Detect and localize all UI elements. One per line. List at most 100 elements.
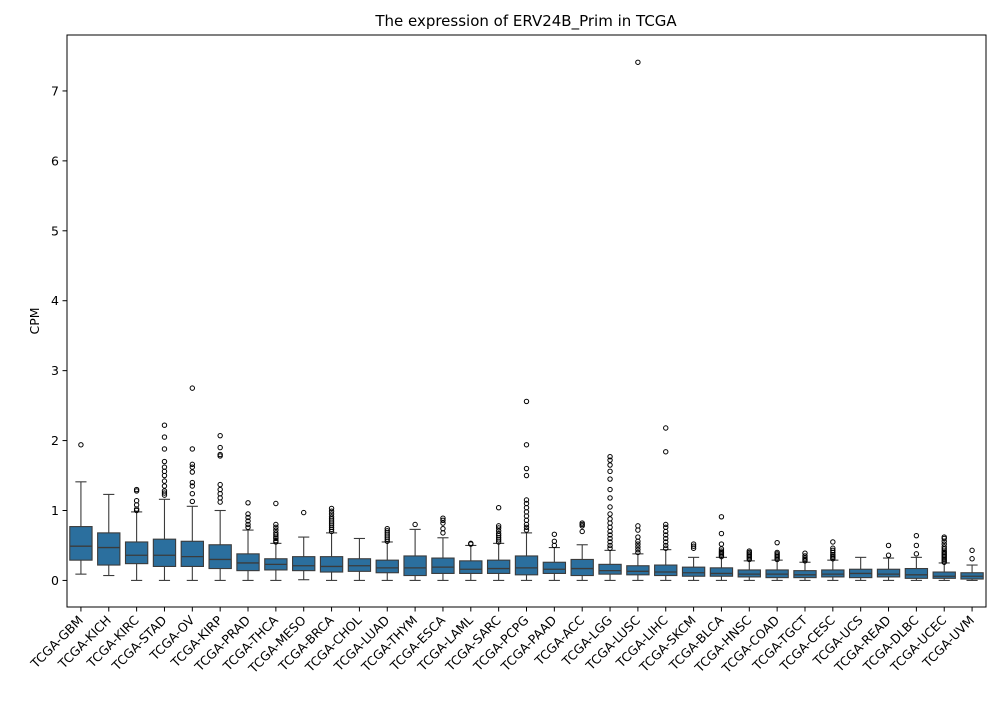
outlier-point — [607, 476, 613, 482]
outlier-point — [328, 514, 335, 520]
outlier-point — [663, 535, 669, 542]
outlier-point — [161, 478, 168, 484]
box-iqr — [403, 555, 427, 577]
box-iqr — [793, 570, 817, 579]
outlier-point — [468, 540, 474, 547]
outlier-point — [774, 549, 780, 556]
axes-frame — [66, 34, 987, 608]
outlier-point — [495, 525, 502, 531]
outlier-point — [161, 464, 168, 470]
outlier-point — [885, 552, 892, 558]
outlier-point — [663, 521, 669, 528]
outlier-point — [495, 530, 502, 537]
outlier-point — [189, 491, 196, 497]
box-iqr — [208, 544, 232, 570]
box-iqr — [347, 558, 372, 572]
outlier-point — [189, 483, 196, 489]
box-iqr — [180, 540, 205, 567]
outlier-point — [690, 543, 697, 549]
outlier-point — [607, 457, 613, 463]
box-iqr — [709, 567, 734, 577]
outlier-point — [607, 453, 613, 460]
y-tick-label: 5 — [51, 223, 59, 238]
outlier-point — [245, 500, 251, 506]
outlier-point — [969, 547, 975, 554]
outlier-point — [189, 461, 196, 468]
outlier-point — [635, 546, 641, 553]
outlier-point — [830, 547, 836, 554]
outlier-point — [523, 442, 530, 448]
outlier-point — [245, 511, 251, 517]
outlier-point — [328, 508, 335, 514]
outlier-point — [607, 545, 613, 551]
outlier-point — [328, 511, 335, 517]
plot-area: 01234567TCGA-GBMTCGA-KICHTCGA-KIRCTCGA-S… — [27, 34, 987, 677]
box-iqr — [626, 565, 650, 576]
outlier-point — [746, 548, 752, 554]
outlier-point — [663, 449, 669, 455]
outlier-point — [523, 472, 530, 479]
outlier-point — [969, 556, 975, 562]
box-iqr — [124, 541, 149, 565]
box-iqr — [375, 559, 399, 574]
box-iqr — [570, 558, 594, 577]
outlier-point — [718, 530, 725, 537]
y-tick-label: 7 — [51, 83, 59, 98]
outlier-point — [245, 514, 251, 521]
outlier-point — [635, 523, 641, 529]
outlier-point — [495, 505, 502, 511]
outlier-point — [635, 59, 641, 65]
outlier-point — [607, 511, 613, 517]
box-iqr — [821, 569, 845, 578]
y-axis-label: CPM — [27, 307, 42, 334]
y-tick-label: 6 — [51, 153, 59, 168]
outlier-point — [245, 524, 251, 530]
box-iqr — [904, 567, 929, 579]
outlier-point — [161, 422, 168, 428]
outlier-point — [690, 541, 697, 547]
outlier-point — [161, 483, 168, 489]
outlier-point — [412, 521, 418, 528]
outlier-point — [523, 398, 530, 405]
box-iqr — [542, 561, 567, 574]
outlier-point — [495, 523, 502, 529]
outlier-point — [328, 505, 335, 512]
outlier-point — [133, 498, 140, 504]
y-tick-label: 0 — [51, 573, 59, 588]
outlier-point — [635, 534, 641, 540]
outlier-point — [523, 527, 530, 533]
outlier-point — [663, 539, 669, 545]
outlier-point — [607, 504, 613, 510]
chart-title: The expression of ERV24B_Prim in TCGA — [374, 12, 677, 31]
outlier-point — [663, 425, 669, 431]
outlier-point — [245, 521, 251, 528]
outlier-point — [607, 468, 613, 475]
box-iqr — [319, 556, 344, 573]
outlier-point — [551, 531, 558, 537]
outlier-point — [189, 385, 196, 391]
outlier-point — [523, 497, 530, 503]
outlier-point — [607, 462, 613, 468]
outlier-point — [161, 490, 168, 496]
outlier-point — [273, 527, 279, 533]
outlier-point — [273, 521, 279, 528]
outlier-point — [635, 544, 641, 550]
outlier-point — [802, 550, 808, 556]
outlier-point — [635, 549, 641, 556]
box-iqr — [654, 564, 678, 577]
outlier-point — [607, 539, 613, 545]
outlier-point — [607, 495, 613, 501]
outlier-point — [913, 542, 920, 549]
outlier-point — [440, 525, 446, 532]
outlier-point — [913, 532, 920, 539]
box-iqr — [681, 566, 706, 577]
outlier-point — [830, 539, 836, 545]
outlier-point — [301, 509, 307, 516]
outlier-point — [718, 541, 725, 547]
outlier-point — [440, 517, 446, 523]
outlier-point — [579, 520, 585, 526]
outlier-point — [802, 553, 808, 559]
outlier-point — [523, 500, 530, 507]
